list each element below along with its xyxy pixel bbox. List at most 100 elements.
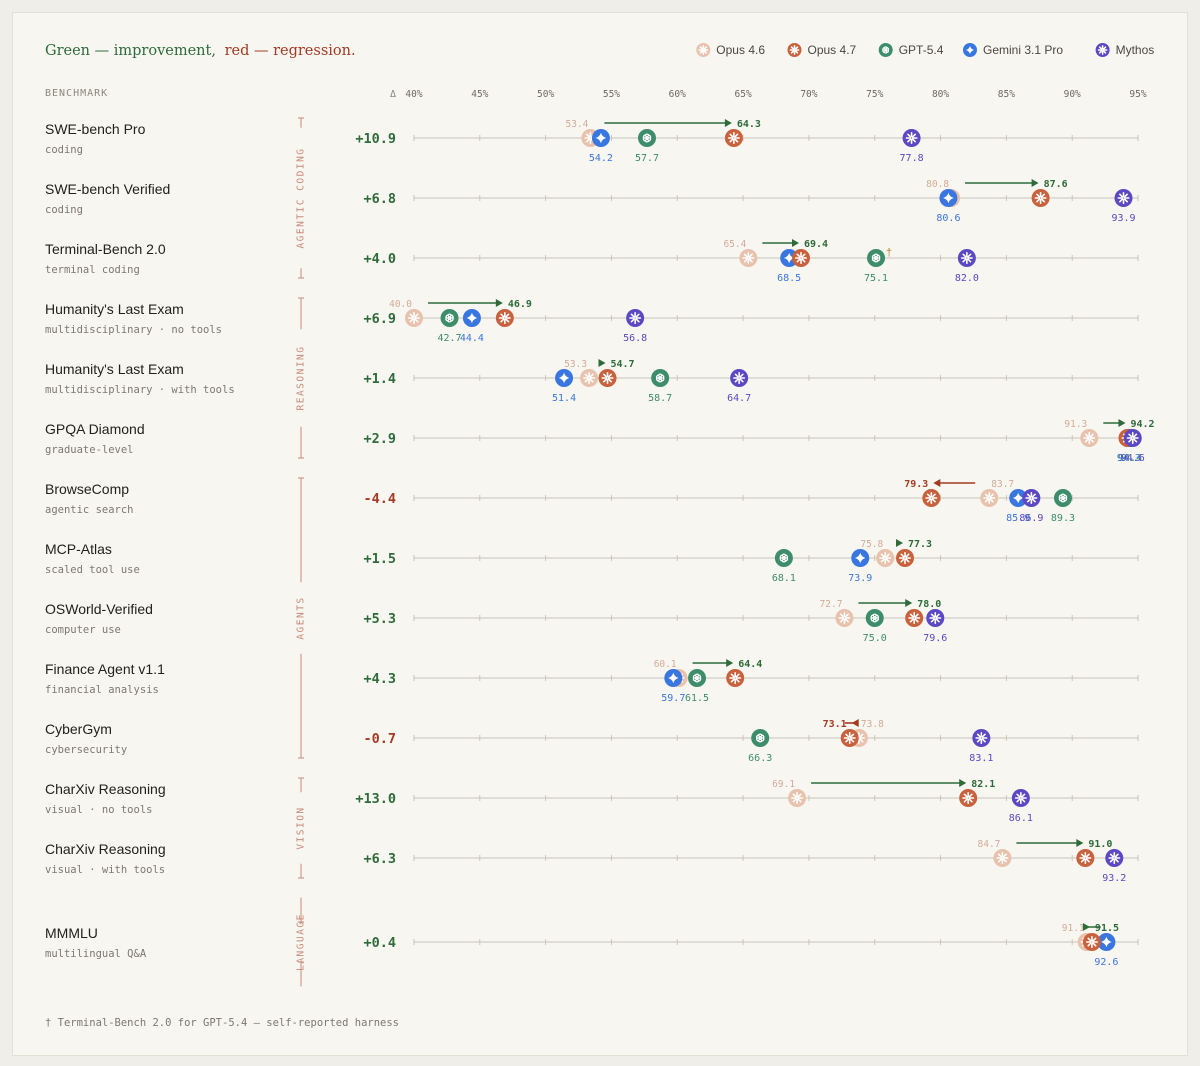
mythos-value: 86.9 <box>1019 513 1043 524</box>
delta-arrowhead <box>933 479 941 487</box>
delta-value: +13.0 <box>355 791 396 807</box>
x-tick-label: 95% <box>1129 89 1146 100</box>
gpt54-value: 66.3 <box>748 753 772 764</box>
group-label: LANGUAGE <box>296 913 307 971</box>
benchmark-name: CyberGym <box>45 721 112 737</box>
legend-label: Opus 4.6 <box>716 43 765 57</box>
delta-value: -0.7 <box>363 731 396 747</box>
openai-icon <box>878 43 893 57</box>
delta-value: +0.4 <box>363 935 396 951</box>
benchmark-subtitle: graduate-level <box>45 444 134 456</box>
gemini-icon <box>851 549 870 567</box>
chart-frame: Green — improvement, red — regression. O… <box>12 12 1188 1056</box>
gpt54-value: 58.7 <box>648 393 672 404</box>
opus47-value: 73.1 <box>823 719 847 730</box>
opus47-value: 79.3 <box>904 479 928 490</box>
claude-icon <box>730 369 749 387</box>
opus46-value: 40.0 <box>389 299 412 310</box>
openai-icon <box>867 249 886 267</box>
benchmark-name: GPQA Diamond <box>45 421 145 437</box>
gpt54-value: 42.7 <box>437 333 461 344</box>
claude-icon <box>1076 849 1095 867</box>
opus47-value: 78.0 <box>917 599 941 610</box>
opus47-value: 54.7 <box>611 359 635 370</box>
legend-item-gemini: Gemini 3.1 Pro <box>963 43 1063 57</box>
footnote: † Terminal-Bench 2.0 for GPT-5.4 — self-… <box>45 1017 399 1029</box>
delta-arrowhead <box>896 539 904 547</box>
delta-value: +6.9 <box>363 311 396 327</box>
benchmark-name: SWE-bench Verified <box>45 181 170 197</box>
benchmark-name: OSWorld-Verified <box>45 601 153 617</box>
openai-icon <box>751 729 770 747</box>
claude-icon <box>724 129 743 147</box>
group-reasoning: REASONING <box>296 297 307 459</box>
claude-icon <box>1031 189 1050 207</box>
legend-item-opus46: Opus 4.6 <box>696 43 765 57</box>
benchmark-name: Humanity's Last Exam <box>45 361 184 377</box>
gemini-icon <box>462 309 481 327</box>
opus47-value: 91.0 <box>1088 839 1112 850</box>
benchmark-subtitle: scaled tool use <box>45 564 140 576</box>
group-brackets: AGENTIC CODING REASONING AGENTS VISION LANGU… <box>296 117 307 987</box>
benchmark-name: SWE-bench Pro <box>45 121 146 137</box>
gpt54-value: 61.5 <box>685 693 709 704</box>
chart-title: Green — improvement, red — regression. <box>45 43 356 59</box>
opus46-value: 91.1 <box>1062 923 1085 934</box>
gemini-value: 80.6 <box>936 213 960 224</box>
x-tick-label: 60% <box>669 89 686 100</box>
title-green: Green — improvement, <box>45 43 216 59</box>
benchmark-subtitle: coding <box>45 204 83 216</box>
benchmark-row: OSWorld-Verified computer use +5.3 72.7 78.0… <box>45 599 1139 644</box>
claude-icon <box>926 609 945 627</box>
gemini-value: 54.2 <box>589 153 613 164</box>
benchmark-name: Finance Agent v1.1 <box>45 661 165 677</box>
mythos-value: 83.1 <box>969 753 993 764</box>
benchmark-name: CharXiv Reasoning <box>45 781 166 797</box>
gemini-value: 73.9 <box>848 573 872 584</box>
mythos-value: 77.8 <box>900 153 924 164</box>
benchmark-row: Humanity's Last Exam multidisciplinary · … <box>45 299 1139 344</box>
opus46-value: 53.3 <box>564 359 587 370</box>
benchmark-row: CyberGym cybersecurity -0.7 73.8 73.1 66.3 83.… <box>45 719 1139 764</box>
openai-icon <box>1053 489 1072 507</box>
benchmark-row: Humanity's Last Exam multidisciplinary · … <box>45 359 1139 404</box>
gemini-value: 92.6 <box>1094 957 1118 968</box>
delta-arrowhead <box>598 359 606 367</box>
x-tick-label: 65% <box>735 89 752 100</box>
opus47-value: 64.3 <box>737 119 761 130</box>
legend: Opus 4.6 Opus 4.7 GPT-5.4 Gemini 3.1 Pro Myt… <box>696 43 1154 57</box>
benchmark-subtitle: multidisciplinary · no tools <box>45 324 222 336</box>
claude-icon <box>1105 849 1124 867</box>
mythos-value: 94.6 <box>1121 453 1145 464</box>
claude-icon <box>905 609 924 627</box>
claude-icon <box>787 43 802 57</box>
benchmark-subtitle: visual · with tools <box>45 864 165 876</box>
mythos-value: 93.9 <box>1111 213 1135 224</box>
delta-arrowhead <box>724 119 732 127</box>
x-tick-label: 80% <box>932 89 949 100</box>
mythos-value: 93.2 <box>1102 873 1126 884</box>
claude-icon <box>993 849 1012 867</box>
claude-icon <box>580 369 599 387</box>
openai-icon <box>688 669 707 687</box>
claude-icon <box>696 43 711 57</box>
legend-label: Opus 4.7 <box>808 43 857 57</box>
title-red: red — regression. <box>225 43 356 59</box>
x-tick-label: 45% <box>471 89 488 100</box>
gemini-value: 68.5 <box>777 273 801 284</box>
openai-icon <box>651 369 670 387</box>
benchmark-row: CharXiv Reasoning visual · no tools +13.0 6… <box>45 779 1139 824</box>
group-agentic-coding: AGENTIC CODING <box>296 117 307 279</box>
claude-icon <box>896 549 915 567</box>
legend-item-gpt54: GPT-5.4 <box>878 43 944 57</box>
claude-icon <box>1114 189 1133 207</box>
gemini-icon <box>555 369 574 387</box>
benchmark-row: CharXiv Reasoning visual · with tools +6.3… <box>45 839 1139 884</box>
opus46-value: 73.8 <box>861 719 884 730</box>
benchmark-name: MMMLU <box>45 925 98 941</box>
mythos-value: 64.7 <box>727 393 751 404</box>
mythos-value: 56.8 <box>623 333 647 344</box>
claude-icon <box>792 249 811 267</box>
claude-icon <box>1080 429 1099 447</box>
delta-value: +2.9 <box>363 431 396 447</box>
